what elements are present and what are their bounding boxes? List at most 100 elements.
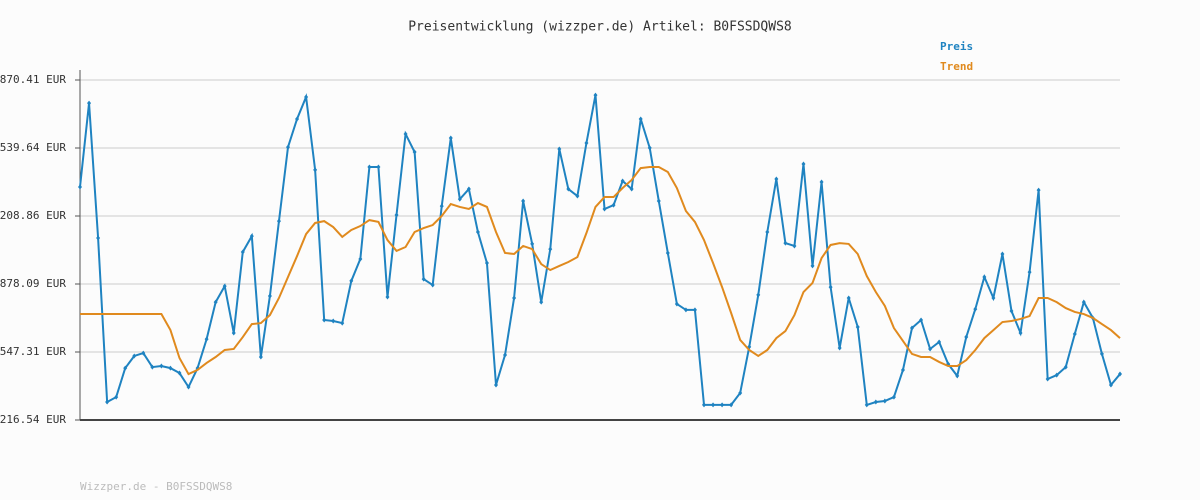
- point-marker: [711, 402, 716, 408]
- point-marker: [566, 186, 571, 192]
- point-marker: [548, 246, 553, 252]
- point-marker: [1118, 371, 1122, 377]
- point-marker: [494, 382, 498, 388]
- point-marker: [973, 306, 978, 312]
- point-marker: [602, 206, 607, 212]
- point-marker: [765, 229, 770, 235]
- point-marker: [322, 317, 327, 323]
- point-marker: [313, 167, 318, 173]
- y-tick-label: 547.31 EUR: [0, 345, 66, 358]
- point-marker: [1108, 382, 1113, 388]
- point-marker: [629, 186, 634, 192]
- point-marker: [367, 164, 372, 170]
- point-marker: [910, 325, 914, 331]
- point-marker: [828, 284, 833, 290]
- point-marker: [756, 292, 761, 298]
- point-marker: [132, 353, 137, 359]
- point-marker: [720, 402, 725, 408]
- point-marker: [141, 350, 146, 356]
- point-marker: [575, 193, 580, 199]
- point-marker: [340, 320, 345, 326]
- point-marker: [231, 330, 236, 336]
- point-marker: [611, 202, 616, 208]
- point-marker: [674, 301, 679, 307]
- point-marker: [593, 92, 598, 98]
- point-marker: [150, 364, 155, 370]
- point-marker: [403, 131, 408, 137]
- point-marker: [503, 352, 508, 358]
- chart-title: Preisentwicklung (wizzper.de) Artikel: B…: [408, 20, 792, 35]
- point-marker: [114, 394, 119, 400]
- point-marker: [222, 283, 227, 289]
- point-marker: [955, 373, 960, 379]
- y-tick-label: 878.09 EUR: [0, 277, 66, 290]
- point-marker: [78, 184, 82, 190]
- point-marker: [647, 145, 652, 151]
- point-marker: [919, 317, 924, 323]
- point-marker: [557, 146, 562, 152]
- point-marker: [792, 243, 797, 249]
- point-marker: [1009, 308, 1014, 314]
- point-marker: [1081, 299, 1086, 305]
- legend-label: Trend: [940, 60, 973, 73]
- point-marker: [837, 345, 842, 351]
- point-marker: [692, 307, 697, 313]
- point-marker: [584, 140, 589, 146]
- point-marker: [1018, 330, 1023, 336]
- point-marker: [1063, 364, 1068, 370]
- point-marker: [204, 336, 209, 342]
- point-marker: [521, 198, 526, 204]
- point-marker: [738, 390, 743, 396]
- point-marker: [475, 229, 480, 235]
- point-marker: [539, 299, 544, 305]
- point-marker: [466, 186, 471, 192]
- legend-label: Preis: [940, 40, 973, 53]
- point-marker: [937, 339, 942, 345]
- point-marker: [394, 212, 399, 218]
- point-marker: [873, 399, 878, 405]
- point-marker: [900, 367, 905, 373]
- point-marker: [774, 176, 779, 182]
- point-marker: [656, 198, 661, 204]
- point-marker: [240, 249, 245, 255]
- point-marker: [96, 235, 101, 241]
- point-marker: [448, 135, 453, 141]
- point-marker: [87, 100, 92, 106]
- point-marker: [385, 294, 390, 300]
- point-marker: [810, 263, 815, 269]
- point-marker: [349, 278, 354, 284]
- point-marker: [304, 94, 309, 100]
- point-marker: [991, 295, 996, 301]
- y-tick-label: 216.54 EUR: [0, 413, 66, 426]
- point-marker: [376, 164, 381, 170]
- point-marker: [267, 293, 272, 299]
- point-marker: [484, 260, 489, 266]
- series-line: [80, 166, 1121, 376]
- point-marker: [620, 178, 625, 184]
- point-marker: [331, 318, 336, 324]
- point-marker: [286, 144, 290, 150]
- point-marker: [864, 402, 869, 408]
- point-marker: [430, 282, 435, 288]
- point-marker: [439, 203, 444, 209]
- point-marker: [982, 274, 987, 280]
- y-tick-label: 1,870.41 EUR: [0, 73, 66, 86]
- point-marker: [1045, 376, 1050, 382]
- point-marker: [1072, 331, 1077, 337]
- point-marker: [249, 233, 254, 239]
- point-marker: [882, 398, 887, 404]
- point-marker: [819, 179, 824, 185]
- point-marker: [638, 116, 643, 122]
- point-marker: [159, 363, 164, 369]
- point-marker: [213, 299, 218, 305]
- point-marker: [729, 402, 734, 408]
- point-marker: [186, 384, 191, 390]
- point-marker: [964, 334, 969, 340]
- point-marker: [123, 365, 128, 371]
- point-marker: [530, 241, 535, 247]
- point-marker: [457, 196, 462, 202]
- y-tick-label: 1,539.64 EUR: [0, 141, 66, 154]
- point-marker: [105, 399, 110, 405]
- point-marker: [846, 295, 851, 301]
